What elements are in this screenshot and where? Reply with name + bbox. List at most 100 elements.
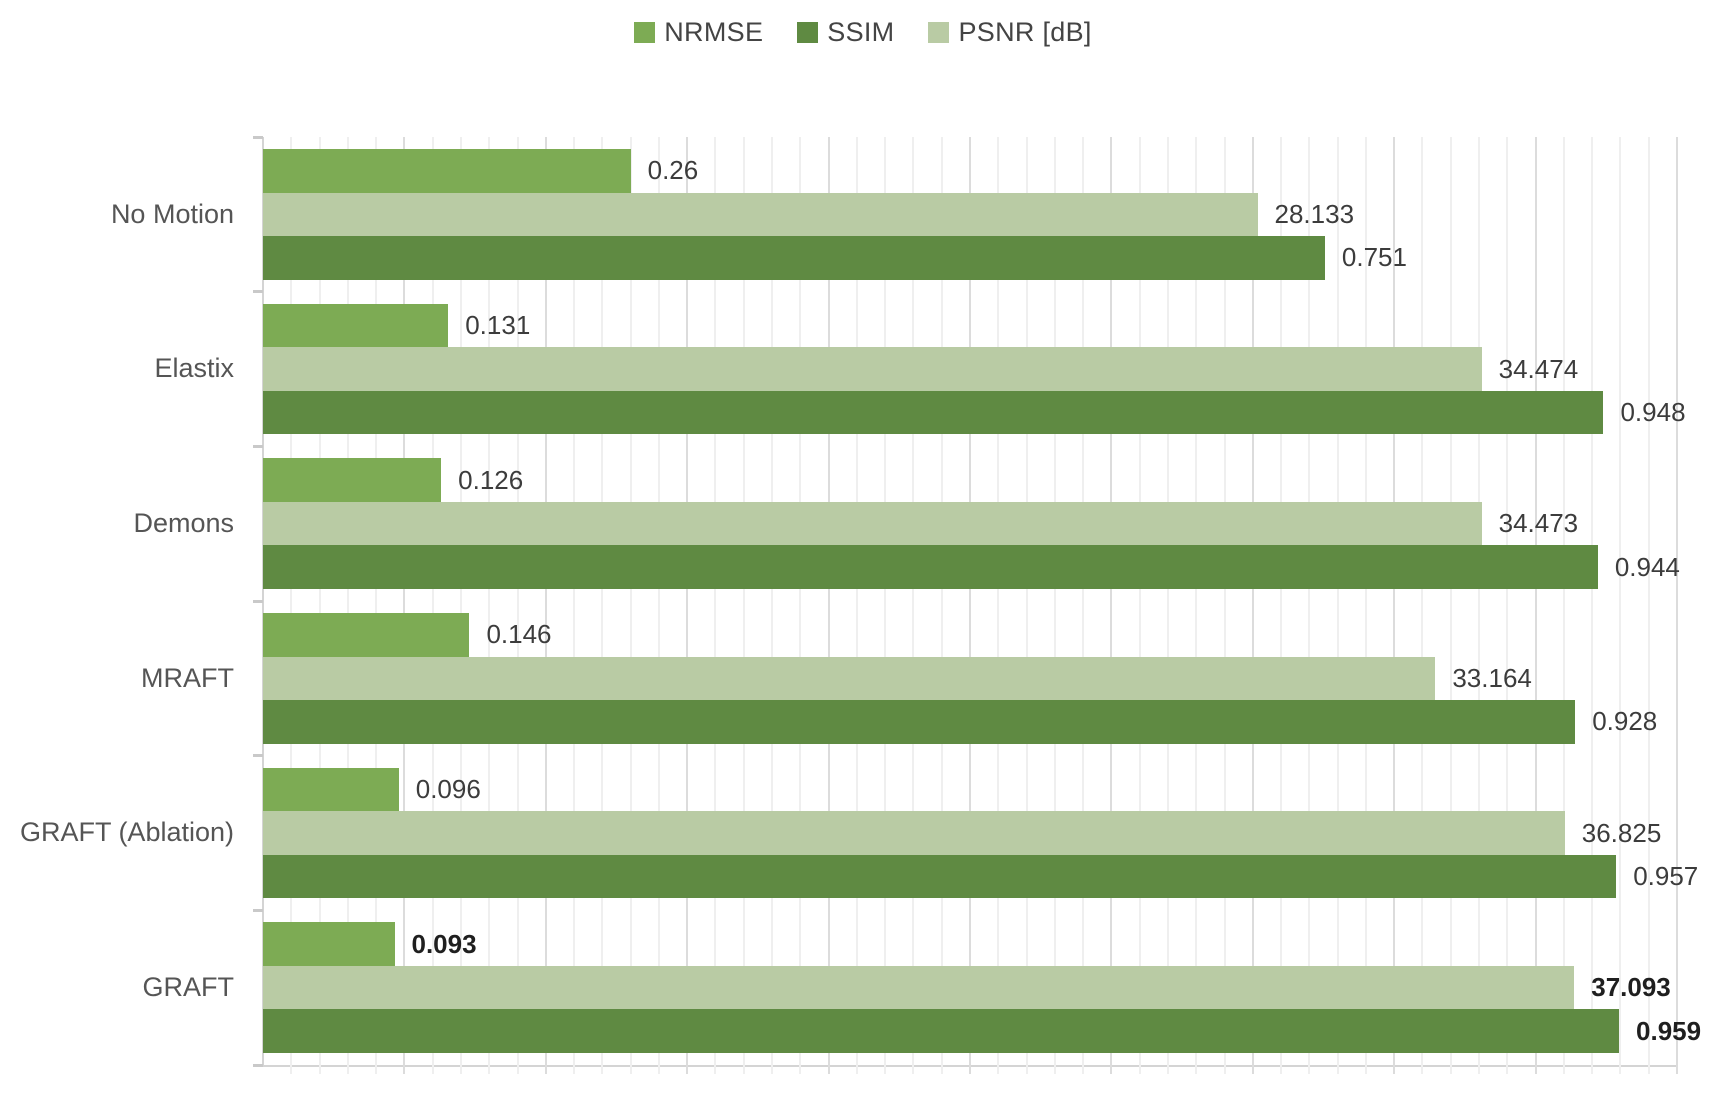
major-gridline [686, 137, 689, 1065]
minor-gridline [459, 137, 462, 1065]
y-axis-category-tick [253, 1063, 263, 1067]
legend-label-ssim: SSIM [827, 16, 895, 47]
bar-nrmse-1 [263, 303, 449, 348]
minor-gridline [601, 137, 604, 1065]
x-axis-tick [1025, 1065, 1028, 1074]
x-axis-tick [1506, 1065, 1509, 1074]
nrmse-swatch-icon [634, 21, 656, 43]
y-axis-category-tick [253, 290, 263, 294]
y-axis-category-tick [253, 135, 263, 139]
minor-gridline [318, 137, 321, 1065]
x-axis-tick [573, 1065, 576, 1074]
x-axis-tick [488, 1065, 491, 1074]
minor-gridline [1449, 137, 1452, 1065]
x-axis-tick [290, 1065, 293, 1074]
bar-value-label: 37.093 [1591, 972, 1671, 1003]
x-axis-tick [629, 1065, 632, 1074]
x-axis-tick [1534, 1065, 1537, 1074]
x-axis-tick [1364, 1065, 1367, 1074]
major-gridline [544, 137, 547, 1065]
minor-gridline [431, 137, 434, 1065]
minor-gridline [375, 137, 378, 1065]
bar-value-label: 0.131 [465, 310, 531, 340]
bar-ssim-0 [263, 236, 1325, 280]
bar-nrmse-3 [263, 613, 470, 657]
minor-gridline [1195, 137, 1198, 1065]
bar-value-label: 0.093 [411, 928, 477, 959]
x-axis-tick [1619, 1065, 1622, 1074]
minor-gridline [1647, 137, 1650, 1065]
bar-ssim-3 [263, 700, 1576, 744]
chart-legend: NRMSE SSIM PSNR [dB] [0, 12, 1726, 52]
minor-gridline [884, 137, 887, 1065]
bar-value-label: 0.26 [647, 155, 699, 186]
minor-gridline [771, 137, 774, 1065]
minor-gridline [1336, 137, 1339, 1065]
bar-nrmse-4 [263, 767, 399, 812]
minor-gridline [657, 137, 660, 1065]
bar-ssim-2 [263, 545, 1598, 589]
bar-value-label: 34.474 [1498, 353, 1579, 384]
ssim-swatch-icon [797, 21, 819, 43]
bar-value-label: 0.948 [1620, 397, 1686, 427]
legend-item-psnr[interactable]: PSNR [dB] [928, 17, 1091, 48]
minor-gridline [1619, 137, 1622, 1065]
major-gridline [1534, 137, 1537, 1065]
x-axis-tick [657, 1065, 660, 1074]
x-axis-tick [1251, 1065, 1254, 1074]
minor-gridline [1364, 137, 1367, 1065]
legend-label-nrmse: NRMSE [664, 16, 764, 47]
x-axis-tick [1393, 1065, 1396, 1074]
x-axis-tick [1562, 1065, 1565, 1074]
bar-psnrdb-5 [263, 965, 1575, 1010]
x-axis-tick [1336, 1065, 1339, 1074]
minor-gridline [573, 137, 576, 1065]
major-gridline [1676, 137, 1678, 1065]
x-axis-tick [884, 1065, 887, 1074]
bar-value-label: 0.944 [1614, 551, 1680, 582]
bar-ssim-4 [263, 854, 1617, 899]
x-axis-tick [459, 1065, 462, 1074]
category-label-5: GRAFT [142, 972, 235, 1003]
x-axis-tick [1591, 1065, 1594, 1074]
bar-nrmse-5 [263, 922, 395, 966]
bar-value-label: 0.751 [1341, 242, 1407, 273]
category-label-3: MRAFT [141, 662, 234, 693]
bar-value-label: 0.959 [1636, 1015, 1702, 1046]
major-gridline [403, 137, 406, 1065]
bar-value-label: 33.164 [1452, 662, 1532, 693]
minor-gridline [1166, 137, 1169, 1065]
major-gridline [969, 137, 971, 1065]
y-axis-category-tick [253, 754, 263, 758]
x-axis-tick [1138, 1065, 1141, 1074]
minor-gridline [1138, 137, 1141, 1065]
minor-gridline [940, 137, 943, 1065]
x-axis-tick [375, 1065, 378, 1074]
minor-gridline [488, 137, 491, 1065]
x-axis-tick [1166, 1065, 1169, 1074]
x-axis-tick [1110, 1065, 1113, 1074]
x-axis-tick [601, 1065, 604, 1074]
x-axis-tick [714, 1065, 717, 1074]
bar-value-label: 36.825 [1581, 817, 1662, 848]
legend-item-ssim[interactable]: SSIM [797, 17, 894, 48]
bar-psnrdb-3 [263, 656, 1436, 701]
category-label-4: GRAFT (Ablation) [19, 817, 234, 848]
psnr-swatch-icon [928, 21, 950, 43]
minor-gridline [799, 137, 802, 1065]
y-axis-line [262, 137, 264, 1065]
x-axis-tick [1421, 1065, 1424, 1074]
legend-item-nrmse[interactable]: NRMSE [634, 17, 763, 48]
minor-gridline [1082, 137, 1085, 1065]
minor-gridline [290, 137, 293, 1065]
minor-gridline [997, 137, 1000, 1065]
bar-nrmse-0 [263, 149, 631, 193]
major-gridline [827, 137, 830, 1065]
minor-gridline [1506, 137, 1509, 1065]
minor-gridline [629, 137, 632, 1065]
bar-value-label: 28.133 [1274, 198, 1355, 229]
minor-gridline [346, 137, 349, 1065]
x-axis-tick [1082, 1065, 1085, 1074]
major-gridline [1251, 137, 1254, 1065]
x-axis-tick [855, 1065, 858, 1074]
